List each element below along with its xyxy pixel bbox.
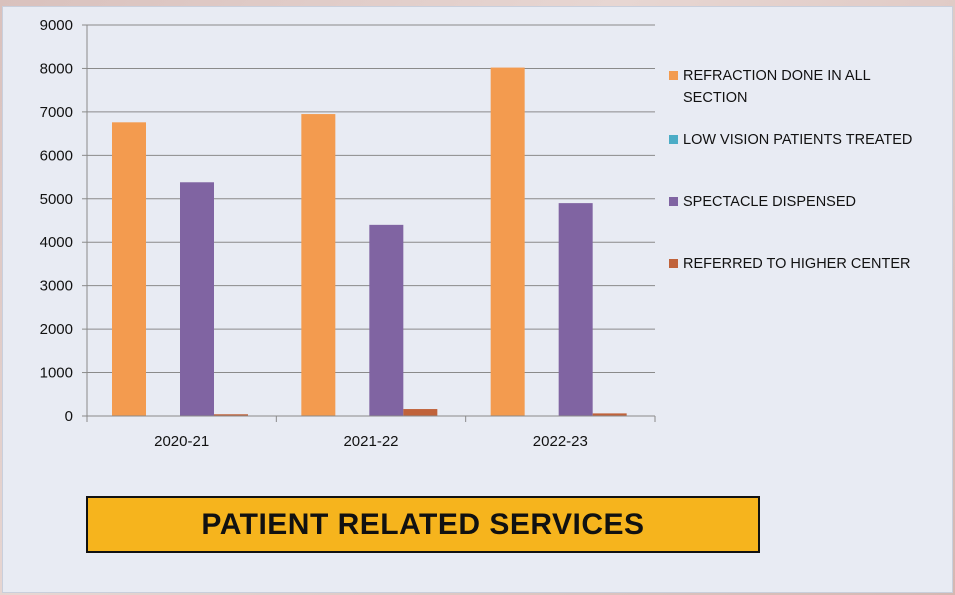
x-tick-label: 2022-23 [533, 433, 588, 450]
bar-chart: 0 1000 2000 3000 4000 5000 6000 7000 8000 9000 202… [40, 17, 656, 450]
y-tick-label: 3000 [40, 278, 73, 295]
legend-label-low-vision: LOW VISION PATIENTS TREATED [683, 132, 913, 148]
bar-spectacle-dispensed-2022-23 [558, 203, 593, 416]
y-tick-label: 0 [65, 408, 73, 425]
y-tick-label: 8000 [40, 60, 73, 77]
bar-refraction-done-in-all-section-2022-23 [490, 67, 525, 416]
chart-title: PATIENT RELATED SERVICES [201, 507, 645, 541]
legend-item-refraction: REFRACTION DONE IN ALL SECTION [669, 65, 938, 109]
legend-item-low-vision: LOW VISION PATIENTS TREATED [669, 129, 938, 151]
bar-refraction-done-in-all-section-2021-22 [301, 114, 336, 417]
legend-label-referred: REFERRED TO HIGHER CENTER [683, 256, 911, 272]
x-tick-label: 2021-22 [343, 433, 398, 450]
y-tick-label: 6000 [40, 147, 73, 164]
legend-swatch-refraction [669, 71, 678, 80]
legend-swatch-spectacle [669, 197, 678, 206]
chart-panel: 0 1000 2000 3000 4000 5000 6000 7000 8000 9000 202… [2, 6, 953, 593]
legend-label-spectacle: SPECTACLE DISPENSED [683, 194, 856, 210]
y-tick-label: 4000 [40, 234, 73, 251]
legend-swatch-low-vision [669, 135, 678, 144]
legend-item-referred: REFERRED TO HIGHER CENTER [669, 253, 938, 275]
y-tick-label: 1000 [40, 365, 73, 382]
bar-refraction-done-in-all-section-2020-21 [112, 122, 146, 416]
bars-layer [112, 67, 627, 417]
y-tick-label: 7000 [40, 104, 73, 121]
legend-label-refraction: REFRACTION DONE IN ALL SECTION [683, 68, 871, 106]
legend-swatch-referred [669, 259, 678, 268]
bar-spectacle-dispensed-2020-21 [180, 182, 214, 416]
y-tick-label: 2000 [40, 321, 73, 338]
bar-spectacle-dispensed-2021-22 [369, 224, 404, 416]
y-tick-label: 5000 [40, 191, 73, 208]
y-tick-label: 9000 [40, 17, 73, 34]
bar-referred-to-higher-center-2022-23 [592, 413, 627, 416]
x-tick-label: 2020-21 [154, 433, 209, 450]
bar-referred-to-higher-center-2020-21 [214, 414, 248, 416]
axis-layer: 0 1000 2000 3000 4000 5000 6000 7000 8000 9000 202… [40, 17, 656, 450]
legend-item-spectacle: SPECTACLE DISPENSED [669, 191, 938, 213]
title-banner: PATIENT RELATED SERVICES [86, 496, 760, 553]
bar-referred-to-higher-center-2021-22 [403, 409, 438, 416]
